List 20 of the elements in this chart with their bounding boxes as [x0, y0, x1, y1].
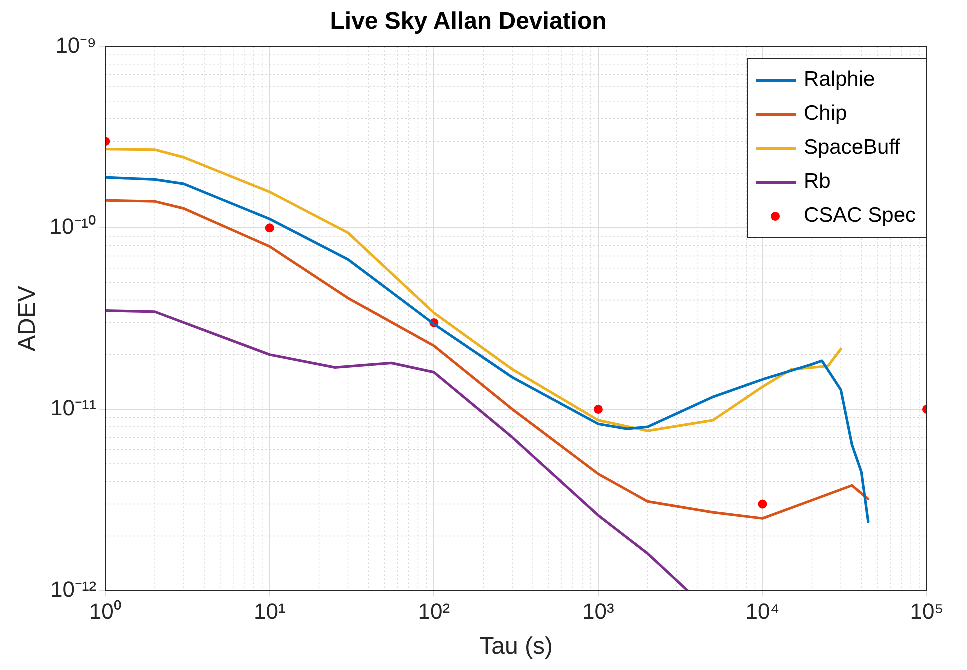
- x-tick-label: 10³: [582, 599, 614, 624]
- legend-label: Rb: [804, 170, 831, 194]
- y-tick-label: 10⁻¹⁰: [50, 214, 97, 240]
- legend-label: CSAC Spec: [804, 204, 916, 228]
- legend-label: Ralphie: [804, 68, 876, 92]
- chart-title: Live Sky Allan Deviation: [330, 8, 607, 36]
- x-tick-label: 10²: [418, 599, 450, 624]
- y-tick-label: 10⁻⁹: [56, 32, 97, 58]
- legend-label: SpaceBuff: [804, 136, 900, 160]
- x-tick-label: 10¹: [254, 599, 286, 624]
- x-tick-label: 10⁵: [910, 599, 944, 624]
- x-axis-title: Tau (s): [480, 633, 553, 660]
- y-tick-label: 10⁻¹¹: [50, 396, 97, 421]
- point: [594, 404, 603, 414]
- y-tick-label: 10⁻¹²: [50, 576, 97, 602]
- x-tick-label: 10⁰: [89, 599, 122, 624]
- y-axis-title: ADEV: [14, 286, 42, 352]
- x-tick-label: 10⁴: [746, 599, 780, 624]
- point: [758, 500, 768, 509]
- legend-label: Chip: [804, 102, 848, 126]
